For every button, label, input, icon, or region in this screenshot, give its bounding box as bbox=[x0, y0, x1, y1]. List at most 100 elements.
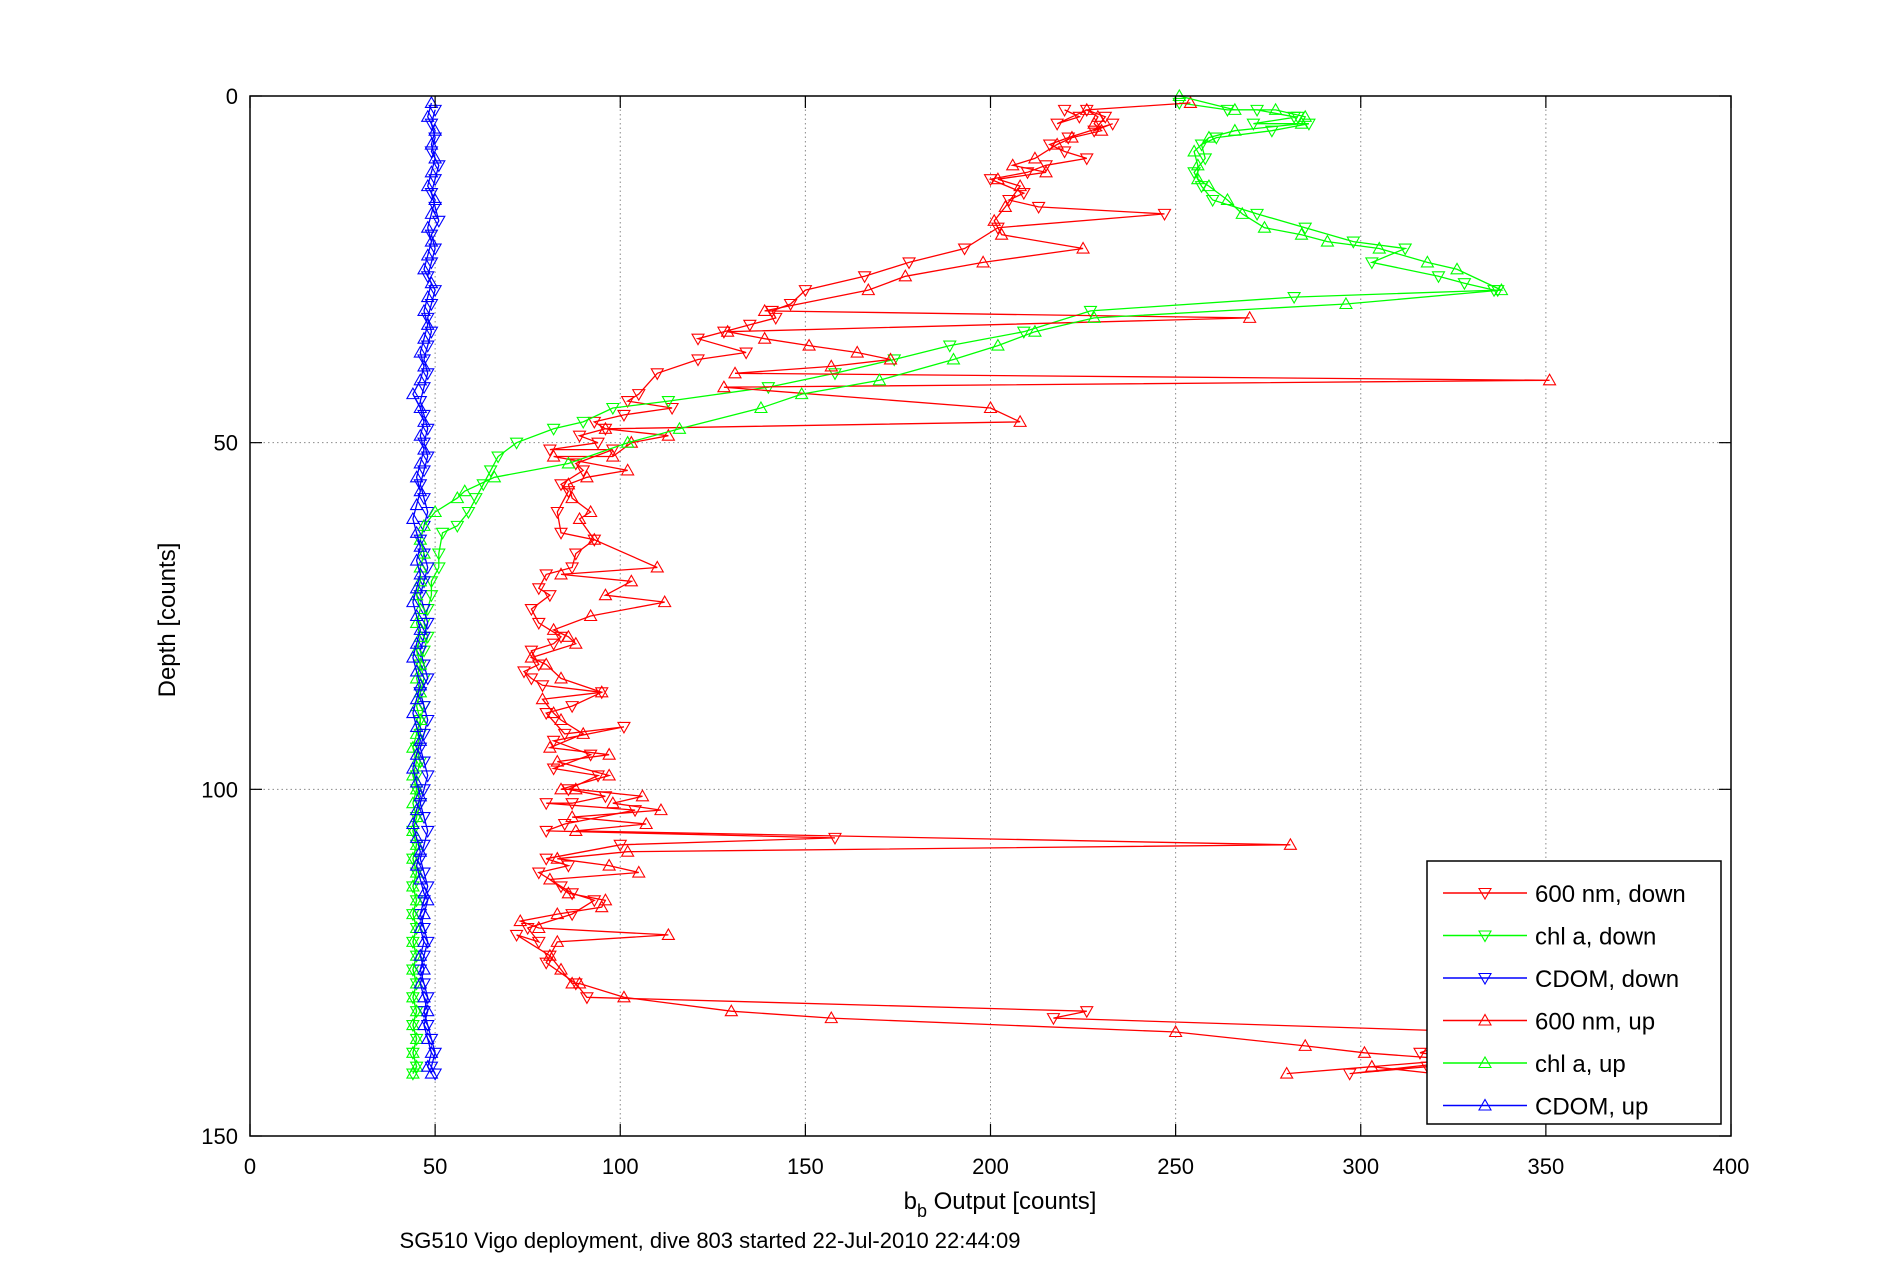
x-tick-label: 100 bbox=[602, 1154, 639, 1179]
data-point bbox=[957, 243, 972, 256]
data-point bbox=[635, 789, 650, 802]
data-point bbox=[435, 527, 450, 540]
data-point bbox=[990, 222, 1005, 235]
data-point bbox=[661, 428, 676, 441]
data-point bbox=[413, 539, 428, 552]
data-point bbox=[617, 721, 631, 735]
data-point bbox=[691, 354, 705, 367]
data-point bbox=[994, 227, 1009, 240]
data-point bbox=[420, 451, 435, 464]
data-point bbox=[1094, 123, 1109, 136]
data-point bbox=[1065, 130, 1079, 143]
data-point bbox=[857, 271, 872, 284]
data-point bbox=[665, 402, 680, 416]
data-point bbox=[576, 726, 591, 739]
data-point bbox=[420, 1059, 435, 1072]
data-point bbox=[1039, 165, 1053, 178]
data-point bbox=[420, 423, 435, 436]
legend-label: CDOM, down bbox=[1535, 966, 1679, 993]
data-point bbox=[1027, 151, 1042, 164]
x-tick-labels: 0 50 100 150 200 250 300 350 400 bbox=[244, 1154, 1749, 1179]
data-point bbox=[535, 680, 550, 693]
data-point bbox=[1198, 153, 1213, 166]
data-point bbox=[468, 493, 483, 506]
data-point bbox=[1050, 118, 1065, 131]
data-point bbox=[1083, 305, 1098, 319]
data-point bbox=[413, 373, 428, 386]
data-point bbox=[405, 934, 420, 947]
data-point bbox=[716, 326, 731, 339]
data-point bbox=[417, 414, 431, 427]
data-point bbox=[409, 588, 424, 601]
series-4 bbox=[405, 88, 1509, 1079]
data-point bbox=[409, 525, 424, 538]
data-point bbox=[602, 747, 617, 760]
data-point bbox=[1031, 201, 1046, 215]
data-point bbox=[1298, 222, 1313, 235]
data-point bbox=[405, 768, 420, 781]
data-point bbox=[409, 893, 424, 906]
data-point bbox=[409, 553, 424, 566]
data-point bbox=[413, 714, 428, 728]
data-point bbox=[661, 927, 676, 940]
data-point bbox=[620, 435, 635, 448]
data-point bbox=[990, 338, 1005, 351]
data-point bbox=[1183, 95, 1198, 108]
figure-caption: SG510 Vigo deployment, dive 803 started … bbox=[400, 1228, 1021, 1253]
series-5 bbox=[405, 95, 443, 1079]
data-point bbox=[539, 798, 554, 811]
data-point bbox=[1298, 1038, 1313, 1051]
data-point bbox=[598, 421, 613, 434]
data-point bbox=[1105, 118, 1120, 131]
data-point bbox=[409, 643, 424, 656]
data-point bbox=[672, 421, 687, 434]
data-point bbox=[409, 581, 424, 594]
data-point bbox=[417, 359, 431, 372]
data-point bbox=[1283, 837, 1298, 850]
data-point bbox=[409, 636, 424, 649]
data-point bbox=[417, 518, 431, 531]
data-point bbox=[417, 493, 431, 506]
data-point bbox=[413, 574, 428, 587]
data-point bbox=[409, 895, 424, 908]
data-point bbox=[1257, 220, 1272, 233]
data-point bbox=[605, 796, 620, 809]
series-layer bbox=[405, 88, 1557, 1081]
data-point bbox=[583, 504, 598, 518]
data-point bbox=[565, 976, 580, 989]
data-point bbox=[587, 895, 602, 908]
data-point bbox=[409, 726, 424, 739]
data-point bbox=[594, 900, 609, 913]
legend-swatch-marker bbox=[1478, 972, 1492, 986]
data-point bbox=[413, 428, 428, 441]
data-point bbox=[591, 437, 605, 450]
data-point bbox=[1364, 257, 1379, 270]
data-point bbox=[1201, 179, 1216, 192]
data-point bbox=[824, 359, 839, 372]
series-line bbox=[517, 102, 1550, 1075]
data-point bbox=[409, 837, 424, 850]
data-point bbox=[417, 604, 431, 617]
data-point bbox=[1450, 262, 1464, 275]
data-point bbox=[1046, 1013, 1061, 1026]
data-point bbox=[742, 319, 757, 332]
data-point bbox=[428, 192, 443, 206]
data-point bbox=[1372, 241, 1387, 254]
data-point bbox=[550, 506, 565, 520]
data-point bbox=[524, 604, 539, 617]
data-point bbox=[1235, 206, 1250, 219]
data-point bbox=[539, 569, 554, 582]
data-point bbox=[413, 567, 428, 580]
data-point bbox=[417, 1017, 431, 1031]
data-point bbox=[531, 867, 546, 880]
data-point bbox=[420, 1031, 435, 1044]
legend: 600 nm, down chl a, down CDOM, down 600 nm,… bbox=[1426, 860, 1722, 1125]
data-point bbox=[405, 1020, 420, 1033]
data-point bbox=[428, 1047, 443, 1060]
data-point bbox=[413, 685, 428, 698]
data-point bbox=[561, 886, 576, 899]
data-point bbox=[550, 851, 565, 864]
data-point bbox=[424, 118, 439, 131]
data-point bbox=[424, 137, 439, 150]
